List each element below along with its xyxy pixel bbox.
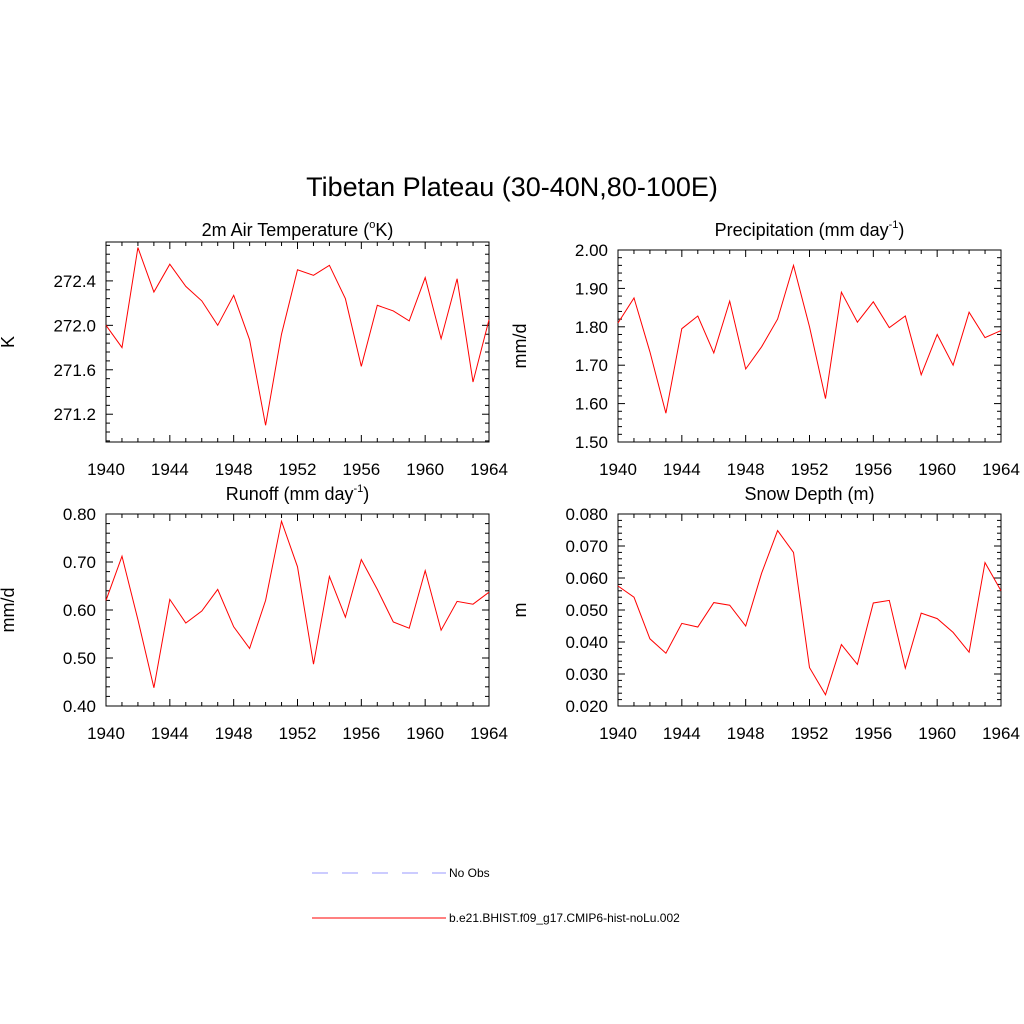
x-tick-label: 1940 xyxy=(599,460,637,479)
y-axis-label: mm/d xyxy=(0,588,18,633)
x-tick-label: 1944 xyxy=(663,460,701,479)
y-tick-label: 0.040 xyxy=(565,633,608,652)
x-tick-label: 1952 xyxy=(791,460,829,479)
x-tick-label: 1952 xyxy=(279,724,317,743)
chart-panel-2: 1940 1944 1948 1952 1956 1960 1964 1.50 1.60 1.70… xyxy=(510,219,1020,479)
panel-title-part: Precipitation (mm day xyxy=(715,220,889,240)
x-tick-label: 1960 xyxy=(918,460,956,479)
legend: No Obs b.e21.BHIST.f09_g17.CMIP6-hist-noL… xyxy=(312,866,680,925)
x-tick-label: 1948 xyxy=(727,460,765,479)
panel-title-superscript: -1 xyxy=(889,219,899,231)
plot-frame xyxy=(617,513,1002,707)
y-tick-label: 0.070 xyxy=(565,537,608,556)
x-tick-label: 1948 xyxy=(727,724,765,743)
x-tick-label: 1956 xyxy=(342,460,380,479)
y-tick-label: 1.70 xyxy=(575,356,608,375)
legend-label-2: b.e21.BHIST.f09_g17.CMIP6-hist-noLu.002 xyxy=(449,911,680,925)
y-tick-label: 1.50 xyxy=(575,433,608,452)
y-tick-label: 0.80 xyxy=(63,505,96,524)
y-axis-label: K xyxy=(0,336,18,348)
series-line-1 xyxy=(617,529,1002,697)
x-tick-label: 1944 xyxy=(663,724,701,743)
panel-title-part: Runoff (mm day xyxy=(226,484,354,504)
plot-frame xyxy=(105,241,490,443)
panel-title: 2m Air Temperature (oK) xyxy=(202,219,394,240)
x-tick-label: 1964 xyxy=(982,460,1020,479)
chart-panel-4: 1940 1944 1948 1952 1956 1960 1964 0.020 0.030 0.… xyxy=(510,484,1020,743)
y-tick-label: 0.060 xyxy=(565,569,608,588)
y-tick-label: 0.50 xyxy=(63,649,96,668)
chart-panel-3: 1940 1944 1948 1952 1956 1960 1964 0.40 0.50 0.60… xyxy=(0,483,508,743)
x-tick-label: 1944 xyxy=(151,724,189,743)
x-tick-label: 1960 xyxy=(406,460,444,479)
panel-title-part: ) xyxy=(898,220,904,240)
x-tick-label: 1952 xyxy=(279,460,317,479)
series-line-1 xyxy=(617,263,1002,414)
x-tick-label: 1940 xyxy=(87,724,125,743)
legend-label-1: No Obs xyxy=(449,866,490,880)
panel-title-part: 2m Air Temperature ( xyxy=(202,220,370,240)
y-tick-label: 2.00 xyxy=(575,241,608,260)
y-tick-label: 1.60 xyxy=(575,395,608,414)
y-tick-label: 0.60 xyxy=(63,601,96,620)
x-tick-label: 1964 xyxy=(982,724,1020,743)
panel-title: Runoff (mm day-1) xyxy=(226,483,370,504)
x-tick-label: 1952 xyxy=(791,724,829,743)
y-tick-label: 0.050 xyxy=(565,601,608,620)
panel-title-superscript: -1 xyxy=(353,483,363,495)
x-tick-label: 1956 xyxy=(342,724,380,743)
y-axis-label: mm/d xyxy=(510,324,530,369)
y-tick-label: 0.70 xyxy=(63,553,96,572)
y-tick-label: 272.4 xyxy=(53,272,96,291)
x-tick-label: 1948 xyxy=(215,724,253,743)
x-tick-label: 1944 xyxy=(151,460,189,479)
panel-title-superscript: o xyxy=(369,219,375,231)
series-line-1 xyxy=(105,247,490,426)
x-tick-label: 1940 xyxy=(87,460,125,479)
x-tick-label: 1960 xyxy=(918,724,956,743)
x-tick-label: 1956 xyxy=(854,724,892,743)
y-tick-label: 271.2 xyxy=(53,405,96,424)
y-axis-label: m xyxy=(510,603,530,618)
y-tick-label: 0.080 xyxy=(565,505,608,524)
x-tick-label: 1960 xyxy=(406,724,444,743)
panel-title-part: K) xyxy=(375,220,393,240)
x-tick-label: 1956 xyxy=(854,460,892,479)
y-tick-label: 0.030 xyxy=(565,665,608,684)
chart-panel-1: 1940 1944 1948 1952 1956 1960 1964 271.2 271.6 27… xyxy=(0,219,508,479)
x-tick-label: 1948 xyxy=(215,460,253,479)
y-tick-label: 1.90 xyxy=(575,279,608,298)
chart-panels: 1940 1944 1948 1952 1956 1960 1964 271.2 271.6 27… xyxy=(0,219,1020,743)
x-tick-label: 1964 xyxy=(470,724,508,743)
series-line-1 xyxy=(105,519,490,688)
y-tick-label: 272.0 xyxy=(53,316,96,335)
panel-title-part: Snow Depth (m) xyxy=(744,484,874,504)
panel-title: Precipitation (mm day-1) xyxy=(715,219,905,240)
panel-title-part: ) xyxy=(363,484,369,504)
main-title: Tibetan Plateau (30-40N,80-100E) xyxy=(306,172,718,202)
panel-title: Snow Depth (m) xyxy=(744,484,874,504)
y-tick-label: 271.6 xyxy=(53,361,96,380)
y-tick-label: 0.020 xyxy=(565,697,608,716)
y-tick-label: 0.40 xyxy=(63,697,96,716)
x-tick-label: 1964 xyxy=(470,460,508,479)
y-tick-label: 1.80 xyxy=(575,318,608,337)
x-tick-label: 1940 xyxy=(599,724,637,743)
plot-frame xyxy=(105,513,490,707)
